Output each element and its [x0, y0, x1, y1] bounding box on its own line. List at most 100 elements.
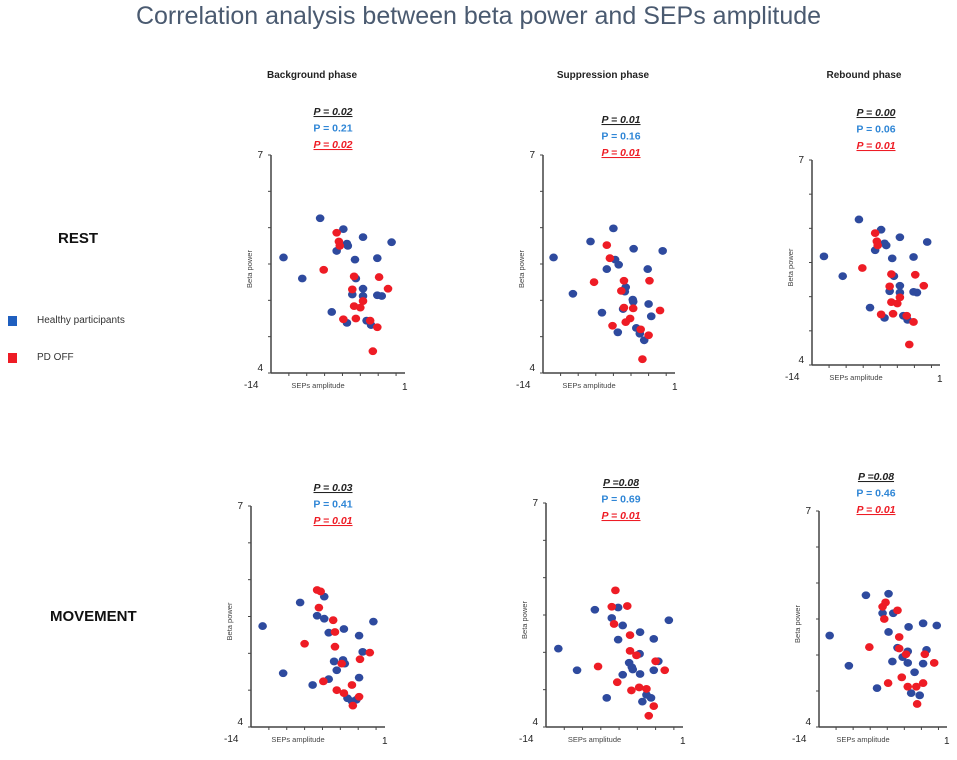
y-tick-label-min: 4	[257, 363, 263, 374]
column-title: Rebound phase	[826, 70, 901, 81]
healthy-point	[861, 591, 871, 600]
healthy-point	[887, 254, 897, 263]
healthy-point	[369, 617, 378, 626]
pd-point	[612, 678, 622, 687]
chart-title: Correlation analysis between beta power …	[135, 2, 822, 30]
pd-point	[870, 229, 880, 238]
legend-item-healthy: Healthy participants	[8, 315, 125, 326]
x-tick-label-max: 1	[680, 736, 686, 747]
y-tick-label-max: 7	[532, 498, 538, 509]
pd-point	[644, 331, 653, 340]
healthy-point	[884, 628, 893, 636]
y-tick-label-min: 4	[237, 717, 243, 728]
pd-point	[347, 681, 357, 689]
pd-point	[865, 643, 874, 651]
y-tick-label-max: 7	[257, 150, 263, 161]
healthy-point	[554, 644, 563, 653]
pd-point	[885, 282, 894, 291]
x-axis-label: SEPs amplitude	[568, 735, 621, 744]
healthy-point	[819, 252, 829, 261]
healthy-point	[915, 691, 924, 700]
healthy-point	[354, 673, 364, 682]
pd-point	[911, 682, 921, 691]
healthy-point	[618, 621, 628, 630]
pd-point	[909, 318, 918, 326]
pd-point	[893, 606, 902, 615]
column-title: Suppression phase	[557, 70, 650, 81]
p-value-all: P = 0.01	[601, 114, 640, 126]
healthy-point	[358, 284, 368, 293]
healthy-point	[327, 308, 337, 316]
healthy-point	[549, 253, 558, 262]
pd-point	[339, 315, 348, 324]
pd-point	[368, 347, 378, 356]
healthy-point	[319, 614, 329, 623]
healthy-point	[350, 255, 360, 264]
pd-point	[912, 700, 922, 708]
column-title: Background phase	[267, 70, 357, 81]
legend-label: Healthy participants	[37, 315, 125, 326]
y-tick-label-min: 4	[529, 363, 535, 374]
pd-point	[607, 602, 617, 611]
y-tick-label-max: 7	[237, 501, 243, 512]
x-tick-label-min: -14	[785, 372, 800, 383]
healthy-point	[373, 254, 382, 263]
y-axis-label: Beta power	[520, 601, 529, 639]
x-tick-label-max: 1	[672, 382, 678, 393]
p-value-pd: P = 0.02	[313, 139, 352, 151]
pd-point	[374, 273, 384, 281]
x-tick-label-max: 1	[944, 736, 950, 747]
healthy-point	[613, 635, 623, 644]
pd-point	[319, 265, 329, 274]
p-value-all: P = 0.03	[313, 482, 352, 494]
pd-point	[636, 325, 645, 334]
healthy-point	[358, 647, 367, 656]
healthy-point	[339, 225, 348, 234]
healthy-point	[825, 631, 834, 640]
y-axis-label: Beta power	[793, 605, 802, 643]
legend-label: PD OFF	[37, 352, 74, 363]
healthy-point	[358, 233, 368, 242]
y-tick-label-max: 7	[798, 155, 804, 166]
healthy-point	[297, 274, 307, 283]
pd-point	[617, 286, 626, 295]
healthy-point	[613, 328, 623, 337]
pd-point	[300, 639, 309, 648]
healthy-point	[312, 611, 322, 620]
pd-point	[358, 297, 368, 305]
healthy-point	[649, 666, 659, 675]
x-tick-label-min: -14	[792, 734, 807, 745]
healthy-point	[664, 616, 674, 625]
healthy-point	[258, 622, 267, 630]
pd-point	[602, 241, 612, 250]
pd-point	[920, 650, 930, 659]
healthy-point	[387, 238, 396, 247]
pd-point	[881, 598, 890, 607]
healthy-point	[628, 297, 638, 306]
healthy-point	[854, 215, 864, 224]
healthy-point	[324, 628, 334, 637]
healthy-point	[644, 300, 653, 308]
healthy-point	[609, 224, 618, 233]
pd-point	[351, 314, 361, 323]
healthy-point	[838, 272, 848, 281]
healthy-point	[329, 657, 339, 666]
pd-point	[660, 666, 670, 675]
healthy-point	[910, 668, 919, 677]
healthy-point	[613, 603, 623, 612]
p-value-all: P = 0.00	[856, 107, 895, 119]
x-axis-label: SEPs amplitude	[562, 381, 615, 390]
pd-point	[332, 686, 342, 695]
healthy-point	[295, 598, 305, 607]
x-tick-label-max: 1	[382, 736, 388, 747]
healthy-point	[649, 634, 659, 643]
healthy-point	[844, 661, 854, 670]
y-tick-label-min: 4	[798, 355, 804, 366]
pd-point	[605, 254, 615, 263]
healthy-point	[922, 238, 932, 246]
pd-point	[365, 316, 375, 325]
pd-point	[355, 655, 365, 664]
pd-point	[876, 310, 886, 319]
healthy-point	[881, 241, 891, 250]
